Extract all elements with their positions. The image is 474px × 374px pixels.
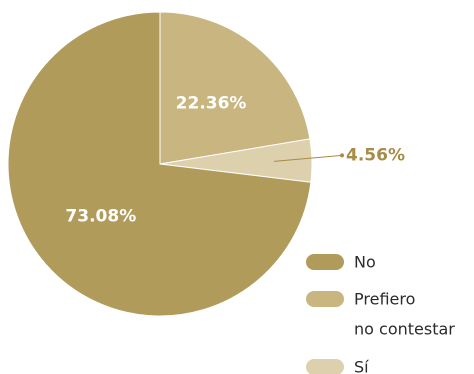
legend-swatch xyxy=(306,254,344,270)
legend-item-prefiero-no-contestar: Prefiero no contestar xyxy=(306,290,455,339)
pie-data-labels: 73.08% 22.36% 4.56% xyxy=(65,94,405,227)
pie-slices xyxy=(7,11,313,317)
leader-dot-si xyxy=(340,153,344,158)
legend-item-no: No xyxy=(306,253,376,272)
legend-swatch xyxy=(306,291,344,307)
legend-item-si: Sí xyxy=(306,358,369,374)
legend-swatch xyxy=(306,359,344,374)
pie-slice-no xyxy=(7,11,312,317)
legend-label: no contestar xyxy=(354,320,455,339)
legend-label: Prefiero xyxy=(354,290,415,309)
data-label-no: 73.08% xyxy=(65,206,136,226)
data-label-prefiero-no-contestar: 22.36% xyxy=(176,94,247,114)
legend-label: No xyxy=(354,253,376,272)
leader-line-si xyxy=(273,154,343,162)
legend-label: Sí xyxy=(354,358,369,374)
data-label-si: 4.56% xyxy=(346,145,405,165)
pie-slice-prefiero-no-contestar xyxy=(159,11,311,165)
chart-legend: No Prefiero no contestar Sí xyxy=(306,253,455,374)
